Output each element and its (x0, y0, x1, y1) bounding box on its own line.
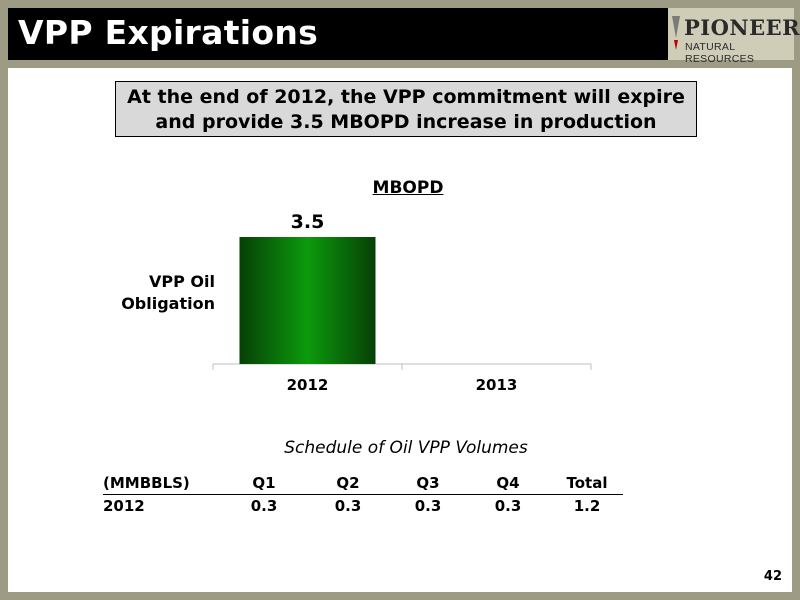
table-row: 2012 0.3 0.3 0.3 0.3 1.2 (103, 495, 633, 517)
table-header-cell: Q2 (336, 474, 360, 492)
table-cell: 2012 (103, 497, 145, 515)
logo-wordmark: PIONEER (684, 15, 800, 40)
x-tick-label: 2012 (287, 376, 329, 394)
table-cell: 0.3 (414, 497, 442, 515)
table-header-cell: Q3 (416, 474, 440, 492)
title-bar: VPP Expirations (8, 8, 668, 60)
x-tick-label: 2013 (476, 376, 518, 394)
callout-line-2: and provide 3.5 MBOPD increase in produc… (155, 111, 657, 133)
table-cell: 1.2 (573, 497, 601, 515)
table-header-cell: Q1 (252, 474, 276, 492)
table-header-cell: Q4 (496, 474, 520, 492)
page-number: 42 (763, 569, 782, 584)
logo-mark-icon (672, 16, 680, 50)
data-label: 3.5 (291, 211, 325, 233)
table-cell: 0.3 (334, 497, 362, 515)
table-header-cell: (MMBBLS) (103, 474, 190, 492)
table-cell: 0.3 (494, 497, 522, 515)
logo-subtitle: NATURAL RESOURCES (685, 41, 755, 65)
series-label: VPP Oil Obligation (121, 272, 215, 313)
chart-title: MBOPD (372, 178, 444, 198)
callout-line-1: At the end of 2012, the VPP commitment w… (127, 86, 685, 108)
callout-box: At the end of 2012, the VPP commitment w… (115, 81, 697, 137)
content-panel: At the end of 2012, the VPP commitment w… (8, 68, 792, 592)
schedule-table: (MMBBLS) Q1 Q2 Q3 Q4 Total 2012 0.3 0.3 … (103, 472, 633, 517)
company-logo: PIONEER NATURAL RESOURCES (668, 8, 800, 65)
bar (239, 237, 376, 364)
bar-chart: 3.5 2012 2013 (212, 211, 592, 394)
table-header-row: (MMBBLS) Q1 Q2 Q3 Q4 Total (103, 472, 623, 495)
page-title: VPP Expirations (18, 13, 319, 52)
table-cell: 0.3 (250, 497, 278, 515)
table-header-cell: Total (566, 474, 608, 492)
schedule-title: Schedule of Oil VPP Volumes (284, 438, 528, 458)
